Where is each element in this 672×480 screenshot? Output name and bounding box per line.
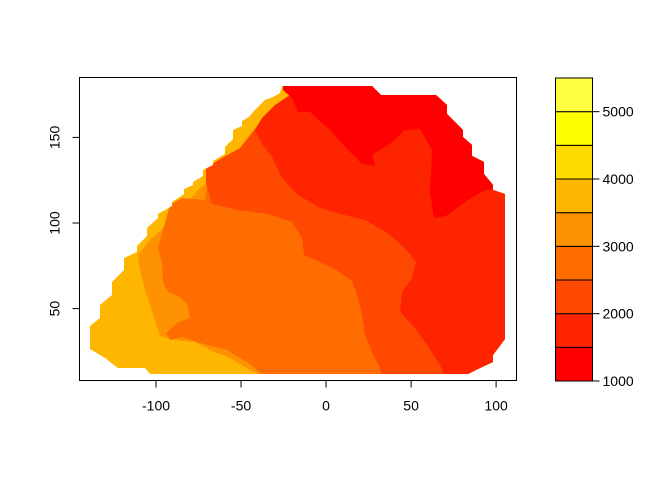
colorbar-tick-label: 1000 <box>603 373 634 389</box>
colorbar-swatch <box>555 245 593 281</box>
colorbar-tick-label: 2000 <box>603 306 634 322</box>
colorbar-frame <box>555 77 593 382</box>
y-tick-label: 50 <box>47 301 63 317</box>
colorbar-swatch <box>555 346 593 382</box>
y-tick-label: 100 <box>47 211 63 235</box>
x-tick-label: 100 <box>484 398 508 414</box>
x-tick-label: -100 <box>142 398 170 414</box>
x-tick-label: -50 <box>231 398 251 414</box>
x-tick-label: 50 <box>403 398 419 414</box>
color-legend: 1000 2000 3000 4000 5000 <box>555 77 634 389</box>
colorbar-swatch <box>555 313 593 348</box>
colorbar-swatch <box>555 178 593 214</box>
contour-fill-group <box>90 86 505 374</box>
x-tick-label: 0 <box>322 398 330 414</box>
colorbar-swatch <box>555 212 593 247</box>
y-axis: 50 100 150 <box>47 126 80 317</box>
colorbar-swatch <box>555 144 593 180</box>
colorbar-swatch <box>555 77 593 113</box>
colorbar-swatch <box>555 279 593 315</box>
colorbar-tick-label: 5000 <box>603 104 634 120</box>
colorbar-swatch <box>555 111 593 146</box>
y-tick-label: 150 <box>47 126 63 150</box>
colorbar-tick-label: 3000 <box>603 238 634 254</box>
x-axis: -100 -50 0 50 100 <box>142 380 508 414</box>
colorbar-tick-label: 4000 <box>603 171 634 187</box>
